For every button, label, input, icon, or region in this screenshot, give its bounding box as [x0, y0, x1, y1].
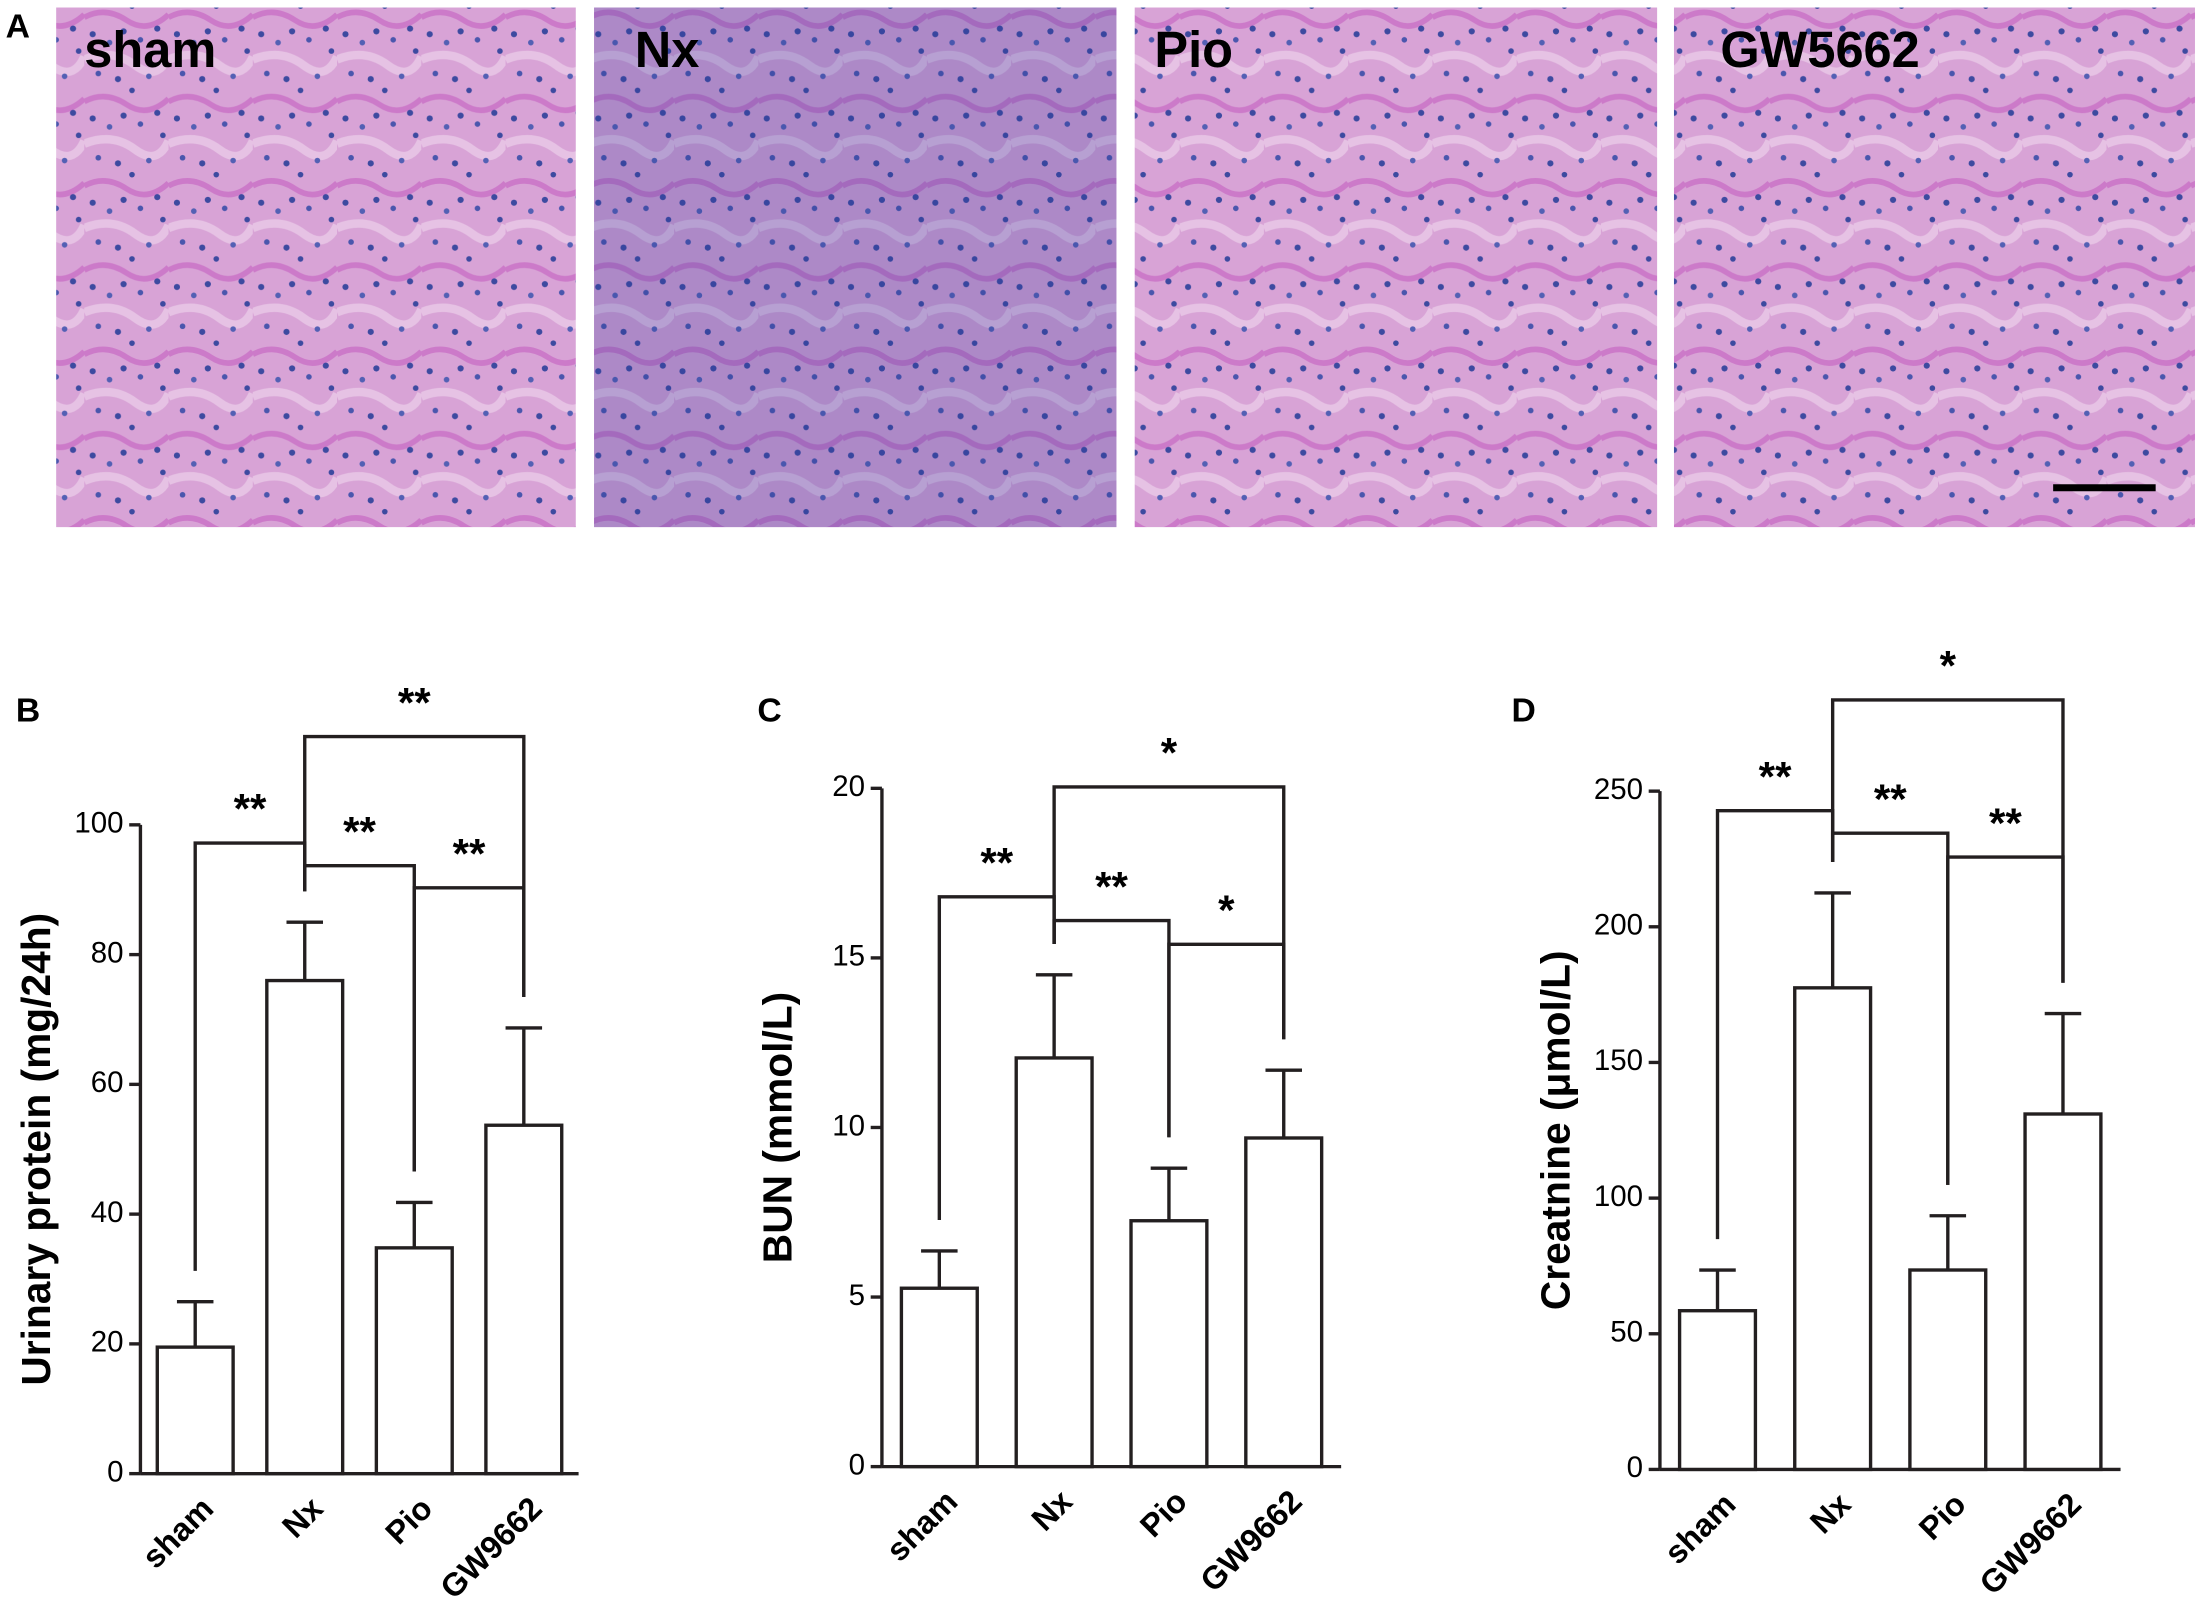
micrograph [1134, 7, 1658, 528]
bar [1677, 1309, 1758, 1472]
bar [1244, 1136, 1324, 1469]
x-tick-label: Pio [1912, 1486, 1973, 1547]
micrograph [1673, 7, 2195, 528]
significance-label: ** [980, 839, 1013, 886]
bar [484, 1123, 564, 1476]
y-tick-label: 0 [1627, 1451, 1643, 1484]
x-tick-label: GW9662 [1972, 1486, 2088, 1602]
significance-label: ** [343, 808, 376, 855]
significance-label: ** [1759, 753, 1792, 800]
y-axis-label: Urinary protein (mg/24h) [13, 913, 59, 1386]
y-tick-label: 250 [1594, 773, 1643, 806]
bar [1014, 1056, 1094, 1469]
y-tick-label: 60 [91, 1066, 124, 1099]
y-tick-label: 10 [832, 1109, 865, 1142]
x-tick-label: sham [879, 1483, 964, 1568]
x-tick-label: Nx [275, 1490, 330, 1545]
bar [1793, 986, 1873, 1472]
image-label: sham [84, 21, 216, 78]
x-tick-label: Pio [378, 1490, 439, 1551]
bar [1129, 1219, 1209, 1469]
significance-label: ** [453, 830, 486, 877]
panel-letter: C [757, 691, 781, 729]
x-tick-label: sham [135, 1490, 220, 1575]
x-tick-label: GW9662 [433, 1490, 549, 1606]
y-axis-label: BUN (mmol/L) [755, 992, 801, 1263]
bar [155, 1345, 235, 1476]
y-tick-label: 150 [1594, 1044, 1643, 1077]
significance-label: ** [1874, 775, 1907, 822]
y-tick-label: 5 [849, 1279, 865, 1312]
image-label: Pio [1154, 21, 1233, 78]
x-tick-label: Pio [1133, 1483, 1194, 1544]
image-label: Nx [635, 21, 700, 78]
y-tick-label: 80 [91, 936, 124, 969]
y-tick-label: 15 [832, 940, 865, 973]
y-axis-label: Creatnine (μmol/L) [1533, 950, 1579, 1310]
significance-label: ** [1095, 863, 1128, 910]
panel-letter: A [6, 7, 30, 45]
image-label: GW5662 [1720, 21, 1919, 78]
y-tick-label: 0 [849, 1448, 865, 1481]
y-tick-label: 100 [74, 807, 123, 840]
histology-panel: A sham Nx Pio GW5662 [6, 7, 2195, 528]
significance-label: * [1940, 642, 1957, 689]
x-tick-label: Nx [1803, 1486, 1858, 1541]
significance-label: ** [234, 785, 267, 832]
y-tick-label: 100 [1594, 1180, 1643, 1213]
micrograph [56, 7, 576, 528]
y-tick-label: 200 [1594, 909, 1643, 942]
significance-bracket [303, 734, 526, 998]
significance-label: * [1161, 729, 1178, 776]
significance-label: ** [1989, 799, 2022, 846]
panel-letter: B [16, 691, 40, 729]
bar [899, 1286, 979, 1469]
y-tick-label: 0 [107, 1455, 123, 1488]
y-tick-label: 20 [91, 1326, 124, 1359]
significance-label: * [1218, 887, 1235, 934]
y-tick-label: 50 [1610, 1316, 1643, 1349]
significance-bracket [1167, 942, 1286, 1138]
micrograph [594, 7, 1117, 528]
x-tick-label: sham [1657, 1486, 1742, 1571]
micrograph-shade [594, 7, 1117, 528]
x-tick-label: GW9662 [1193, 1483, 1309, 1599]
significance-bracket [1052, 785, 1286, 1040]
bar [265, 978, 345, 1476]
bar [2023, 1112, 2103, 1472]
y-tick-label: 20 [832, 770, 865, 803]
panel-letter: D [1512, 691, 1536, 729]
bar [1908, 1268, 1988, 1472]
significance-bracket [1830, 698, 2065, 983]
bar [374, 1246, 454, 1476]
significance-label: ** [398, 679, 431, 726]
y-tick-label: 40 [91, 1196, 124, 1229]
x-tick-label: Nx [1025, 1483, 1080, 1538]
